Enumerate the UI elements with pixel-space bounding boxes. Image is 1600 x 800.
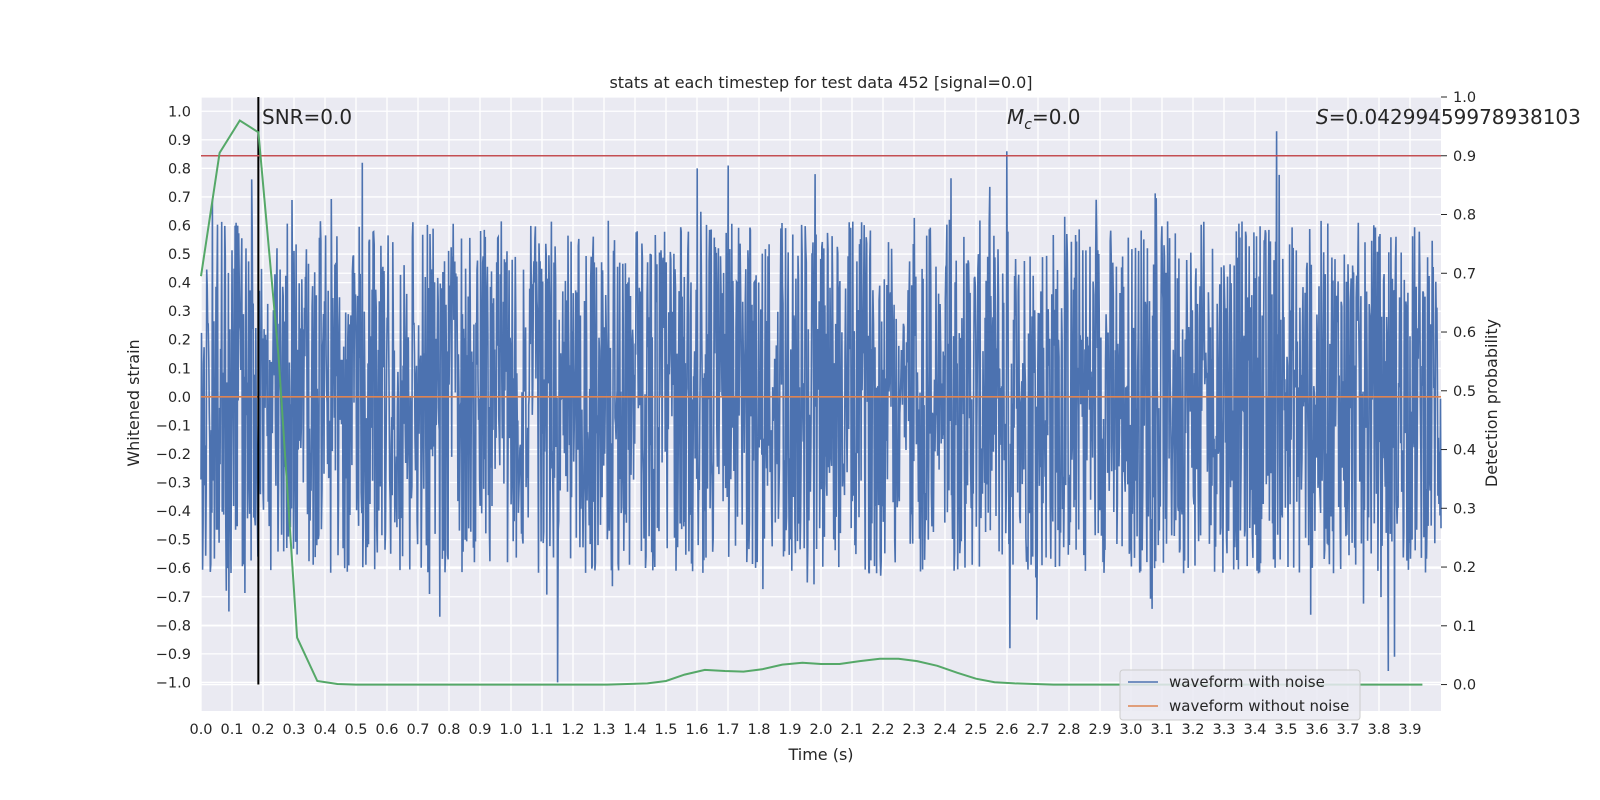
- y-axis-label: Whitened strain: [124, 339, 143, 466]
- legend-box: [1119, 669, 1361, 721]
- right-tick-label: 0.3: [1453, 501, 1476, 517]
- y-tick-label: 1.0: [168, 104, 191, 120]
- y-tick-label: −0.4: [156, 504, 191, 520]
- legend: waveform with noise waveform without noi…: [1119, 669, 1361, 721]
- y-tick-label: 0.4: [168, 276, 191, 292]
- x-tick-label: 2.9: [1088, 722, 1111, 738]
- x-tick-label: 0.7: [406, 722, 429, 738]
- chirp-mass-symbol: M: [1007, 105, 1024, 129]
- x-tick-label: 2.2: [871, 722, 894, 738]
- right-tick-label: 0.4: [1453, 443, 1476, 459]
- chirp-mass-value: =0.0: [1032, 105, 1081, 129]
- y-tick-label: −1.0: [156, 675, 191, 691]
- y-tick-label: 0.2: [168, 333, 191, 349]
- x-tick-label: 0.9: [468, 722, 491, 738]
- x-tick-label: 1.4: [623, 722, 646, 738]
- x-tick-label: 0.5: [344, 722, 367, 738]
- x-tick-label: 3.8: [1367, 722, 1390, 738]
- y-tick-label: −0.9: [156, 647, 191, 663]
- x-tick-label: 3.3: [1212, 722, 1235, 738]
- x-tick-label: 1.3: [592, 722, 615, 738]
- x-tick-label: 0.2: [251, 722, 274, 738]
- legend-label-noisy: waveform with noise: [1169, 673, 1325, 691]
- marker-layer: [201, 97, 1441, 685]
- right-tick-label: 0.8: [1453, 208, 1476, 224]
- x-tick-label: 0.0: [189, 722, 212, 738]
- y-tick-label: 0.1: [168, 361, 191, 377]
- right-tick-label: 0.7: [1453, 266, 1476, 282]
- y-tick-label: 0.3: [168, 304, 191, 320]
- x-tick-label: 3.0: [1119, 722, 1142, 738]
- right-tick-label: 0.2: [1453, 560, 1476, 576]
- y-tick-label: 0.8: [168, 161, 191, 177]
- x-tick-label: 1.1: [530, 722, 553, 738]
- y-tick-label: −0.5: [156, 533, 191, 549]
- statistic-value: =0.04299459978938103: [1329, 105, 1581, 129]
- y-tick-label: 0.0: [168, 390, 191, 406]
- chirp-mass-annotation: Mc=0.0: [1007, 105, 1081, 133]
- x-tick-label: 1.6: [685, 722, 708, 738]
- y-tick-label: 0.5: [168, 247, 191, 263]
- x-tick-label: 3.1: [1150, 722, 1173, 738]
- y-tick-label: 0.7: [168, 190, 191, 206]
- y-tick-label: −0.3: [156, 476, 191, 492]
- x-tick-label: 0.6: [375, 722, 398, 738]
- x-tick-label: 1.7: [716, 722, 739, 738]
- x-tick-label: 0.8: [437, 722, 460, 738]
- y-tick-label: −0.1: [156, 418, 191, 434]
- x-tick-label: 2.3: [902, 722, 925, 738]
- x-tick-label: 0.4: [313, 722, 336, 738]
- x-tick-label: 2.6: [995, 722, 1018, 738]
- x-tick-label: 3.4: [1243, 722, 1266, 738]
- right-tick-label: 0.5: [1453, 384, 1476, 400]
- x-tick-label: 1.5: [654, 722, 677, 738]
- x-tick-label: 3.6: [1305, 722, 1328, 738]
- y-tick-label: 0.6: [168, 219, 191, 235]
- statistic-annotation: S=0.04299459978938103: [1316, 105, 1581, 129]
- x-tick-label: 2.5: [964, 722, 987, 738]
- right-tick-label: 1.0: [1453, 90, 1476, 106]
- right-tick-label: 0.1: [1453, 619, 1476, 635]
- y-tick-label: −0.2: [156, 447, 191, 463]
- x-tick-label: 1.9: [778, 722, 801, 738]
- x-tick-label: 3.9: [1398, 722, 1421, 738]
- x-tick-label: 2.0: [809, 722, 832, 738]
- right-tick-labels: 0.0 0.1 0.2 0.3 0.4 0.5 0.6 0.7 0.8 0.9 1.0: [1441, 90, 1476, 694]
- x-tick-label: 1.8: [747, 722, 770, 738]
- x-tick-label: 2.8: [1057, 722, 1080, 738]
- y-tick-label: −0.7: [156, 590, 191, 606]
- x-tick-label: 2.7: [1026, 722, 1049, 738]
- waveform-with-noise-series: [200, 131, 1442, 683]
- snr-annotation: SNR=0.0: [262, 105, 352, 129]
- right-tick-label: 0.0: [1453, 678, 1476, 694]
- x-tick-label: 3.2: [1181, 722, 1204, 738]
- chart-title: stats at each timestep for test data 452…: [609, 73, 1032, 92]
- y-tick-labels: −1.0 −0.9 −0.8 −0.7 −0.6 −0.5 −0.4 −0.3 −0.2 −0.1…: [156, 104, 191, 691]
- y-tick-label: −0.8: [156, 618, 191, 634]
- x-tick-labels: 0.0 0.1 0.2 0.3 0.4 0.5 0.6 0.7 0.8 0.9 1.0 1.1 1.2 1…: [189, 722, 1421, 738]
- x-tick-label: 0.1: [220, 722, 243, 738]
- waveform-with-noise-line: [200, 131, 1442, 683]
- x-tick-label: 1.2: [561, 722, 584, 738]
- x-tick-label: 2.4: [933, 722, 956, 738]
- right-axis-label: Detection probability: [1482, 319, 1501, 487]
- right-tick-label: 0.9: [1453, 149, 1476, 165]
- chirp-mass-subscript: c: [1024, 117, 1032, 133]
- x-tick-label: 3.7: [1336, 722, 1359, 738]
- right-tick-label: 0.6: [1453, 325, 1476, 341]
- x-tick-label: 3.5: [1274, 722, 1297, 738]
- y-tick-label: 0.9: [168, 133, 191, 149]
- x-tick-label: 1.0: [499, 722, 522, 738]
- x-tick-label: 0.3: [282, 722, 305, 738]
- x-tick-label: 2.1: [840, 722, 863, 738]
- x-axis-label: Time (s): [787, 745, 853, 764]
- y-tick-label: −0.6: [156, 561, 191, 577]
- legend-label-clean: waveform without noise: [1169, 697, 1349, 715]
- statistic-symbol: S: [1316, 105, 1329, 129]
